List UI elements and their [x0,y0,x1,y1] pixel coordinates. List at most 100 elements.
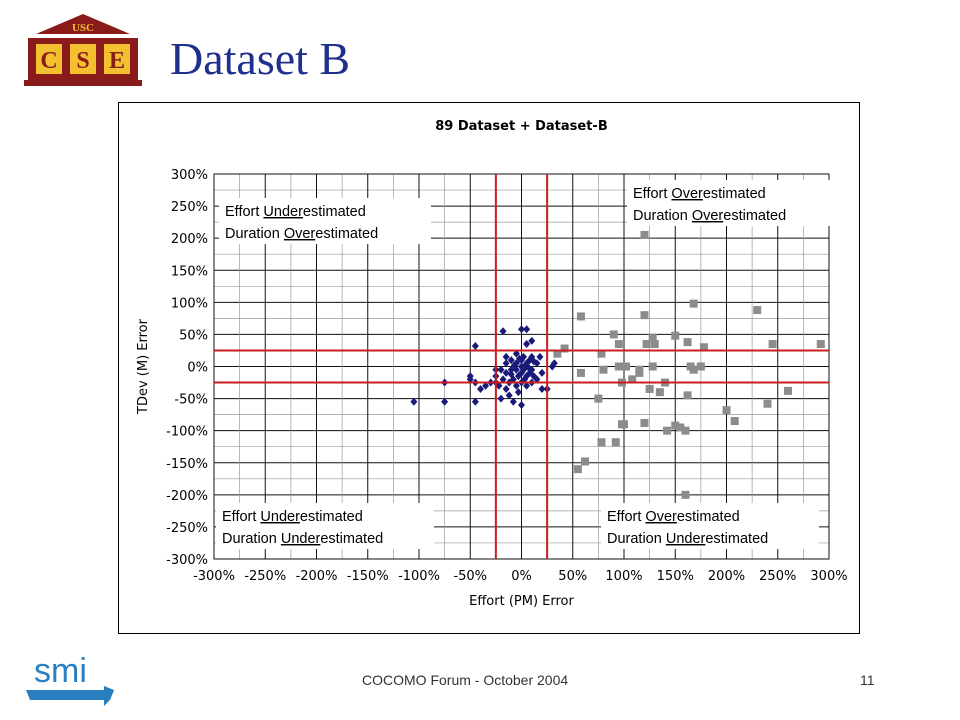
data-point-diamond [518,325,525,334]
chart-title: 89 Dataset + Dataset-B [435,119,608,134]
data-point-square [594,394,603,403]
data-point-diamond [533,375,541,384]
y-tick-label: -300% [166,553,208,568]
x-tick-label: 300% [810,569,847,584]
data-point-diamond [538,384,546,393]
data-point-diamond [502,384,510,393]
annotation-line-1: Effort Underestimated [225,204,366,220]
data-point-square [696,362,705,371]
footer-text: COCOMO Forum - October 2004 [362,672,569,688]
data-point-diamond [497,365,505,374]
data-point-diamond [499,327,507,336]
data-point-square [628,375,637,384]
data-point-square [681,490,690,499]
data-point-diamond [502,352,510,361]
y-tick-label: 50% [179,328,208,343]
svg-text:C: C [40,48,57,74]
svg-text:E: E [109,48,125,74]
y-tick-label: 150% [171,264,208,279]
data-point-diamond [523,340,531,349]
data-point-diamond [512,381,520,390]
data-point-diamond [482,381,490,390]
data-point-square [553,349,562,358]
data-point-diamond [471,397,479,406]
annotation-line-2: Duration Overestimated [225,226,378,242]
y-tick-label: -50% [174,393,208,408]
data-point-diamond [471,341,479,350]
data-point-square [784,386,792,395]
data-point-square [683,338,692,347]
x-tick-label: 50% [558,569,587,584]
data-point-square [576,368,585,377]
data-point-diamond [525,363,533,372]
data-point-square [581,457,590,466]
data-point-diamond [502,368,510,377]
data-point-square [671,331,680,340]
y-tick-label: -150% [166,457,208,472]
y-tick-label: 300% [171,168,208,183]
data-point-square [640,311,649,320]
data-point-diamond [515,354,523,363]
annotation-background [601,503,819,549]
x-tick-label: 100% [605,569,642,584]
plot-area-border [213,173,830,560]
data-point-diamond [538,368,546,377]
x-tick-label: 200% [708,569,745,584]
slide-title: Dataset B [170,33,351,84]
data-point-square [683,391,692,400]
svg-text:S: S [76,48,89,74]
annotation-line-2: Duration Underestimated [607,531,768,547]
data-point-diamond [512,349,520,358]
annotation-background [219,198,431,244]
annotation-line-2: Duration Overestimated [633,208,786,224]
annotation-line-1: Effort Underestimated [222,509,363,525]
page-number: 11 [860,672,875,688]
x-axis-label: Effort (PM) Error [469,594,574,609]
y-tick-label: 100% [171,296,208,311]
y-tick-label: -200% [166,489,208,504]
data-point-square [640,418,649,427]
data-point-diamond [441,397,449,406]
y-tick-label: -100% [166,425,208,440]
data-point-diamond [410,397,418,406]
data-point-square [689,365,698,374]
data-point-square [614,362,623,371]
data-point-diamond [499,375,507,384]
data-point-square [620,420,628,429]
x-tick-label: 250% [759,569,796,584]
data-point-diamond [523,381,531,390]
annotation-line-1: Effort Overestimated [633,186,766,202]
data-point-square [648,362,657,371]
data-point-square [663,426,672,435]
annotation-line-2: Duration Underestimated [222,531,383,547]
x-tick-label: -50% [453,569,487,584]
data-point-diamond [510,361,518,370]
data-point-diamond [507,370,515,379]
data-point-diamond [530,357,538,366]
x-tick-label: -200% [296,569,338,584]
data-point-square [640,230,649,239]
svg-text:smi: smi [34,652,87,690]
annotation-background [627,180,839,226]
data-point-diamond [505,391,513,400]
data-point-diamond [523,325,531,334]
data-point-diamond [466,375,474,384]
data-point-diamond [509,397,517,406]
x-tick-label: 0% [511,569,532,584]
data-point-square [635,368,644,377]
usc-cse-logo: USC C S E [24,14,142,86]
data-point-square [622,362,631,371]
data-point-square [763,399,772,408]
y-axis-label: TDev (M) Error [136,318,151,415]
x-tick-label: -100% [398,569,440,584]
data-point-square [768,340,777,349]
smi-logo: smi [26,652,114,706]
data-point-square [573,465,582,474]
data-point-diamond [507,365,515,374]
data-point-diamond [518,401,525,409]
data-point-square [689,299,698,308]
data-point-square [816,340,825,349]
data-point-square [597,349,606,358]
data-point-square [645,384,654,393]
x-tick-label: -250% [244,569,286,584]
